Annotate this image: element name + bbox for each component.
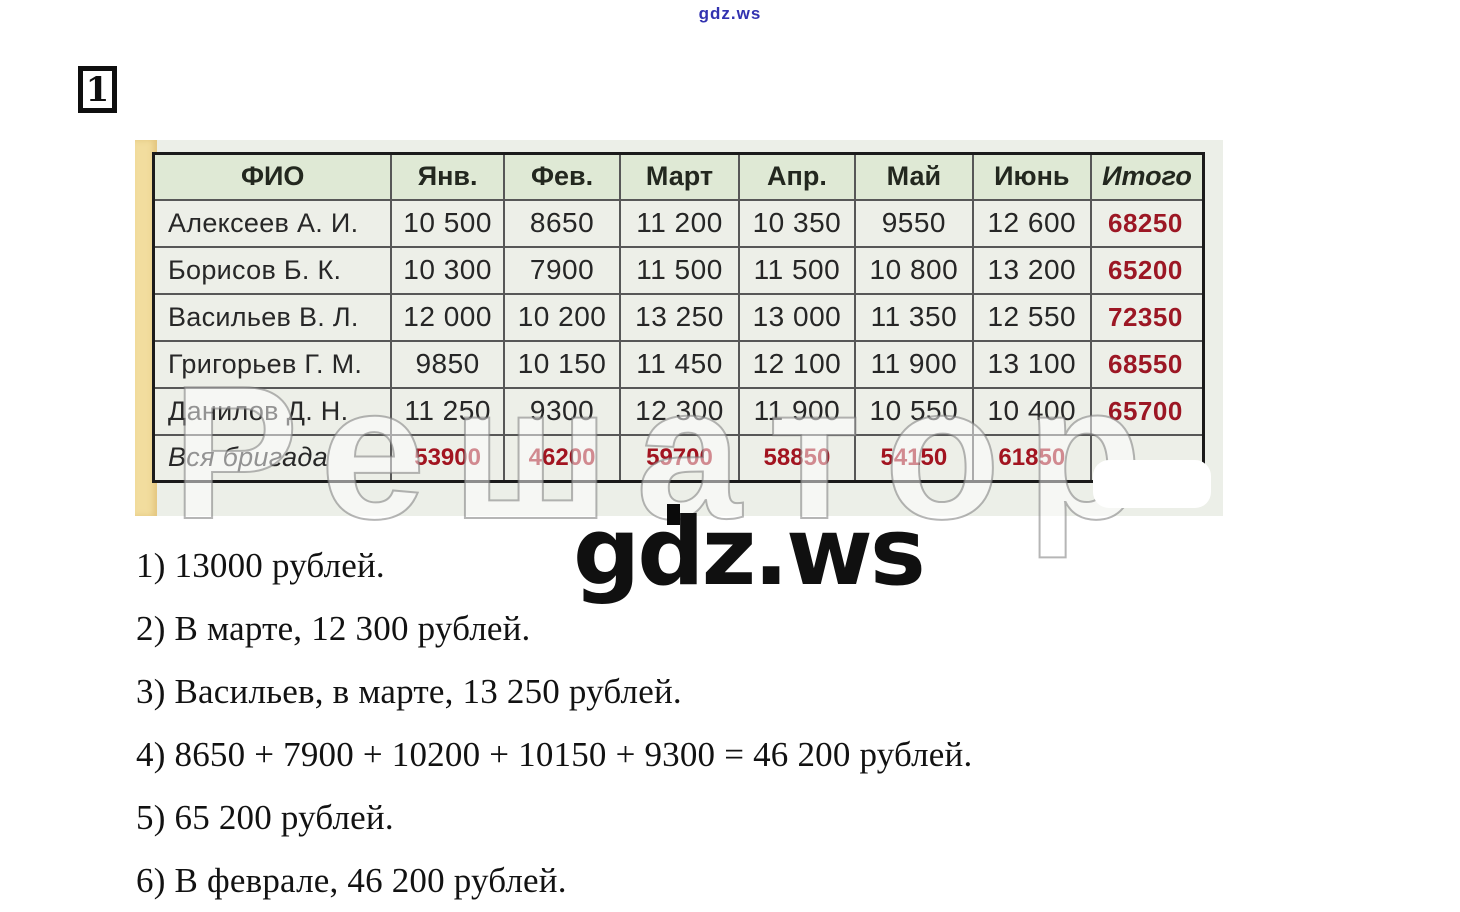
worker-name-cell: Данилов Д. Н. [152,386,393,436]
book-page-edge [135,140,157,516]
table-row: Васильев В. Л. 12 000 10 200 13 250 13 0… [152,292,1205,342]
salary-cell: 13 000 [737,292,857,342]
salary-cell: 10 400 [971,386,1093,436]
brigade-label-cell: Вся бригада [152,433,393,483]
column-header-may: Май [854,152,974,201]
salary-cell: 11 450 [619,339,740,389]
salary-cell: 12 600 [971,198,1093,248]
salary-cell: 12 100 [737,339,857,389]
salary-cell: 10 300 [390,245,505,295]
salary-cell: 11 900 [854,339,974,389]
salary-cell: 9850 [390,339,505,389]
scanned-table-region: ФИО Янв. Фев. Март Апр. Май Июнь Итого А… [135,140,1223,516]
table-row: Алексеев А. И. 10 500 8650 11 200 10 350… [152,198,1205,248]
salary-cell: 11 200 [619,198,740,248]
salary-cell: 10 800 [854,245,974,295]
salary-cell: 8650 [502,198,622,248]
salary-cell: 11 500 [619,245,740,295]
total-cell: 68250 [1090,198,1205,248]
answer-line-5: 5) 65 200 рублей. [136,798,394,837]
worker-name-cell: Васильев В. Л. [152,292,393,342]
total-cell: 65200 [1090,245,1205,295]
salary-cell: 11 250 [390,386,505,436]
reshator-watermark: Решатор [171,347,1169,559]
column-header-jan: Янв. [390,152,505,201]
column-header-mar: Март [619,152,740,201]
brigade-total-cell: 59700 [619,433,740,483]
table-row: Данилов Д. Н. 11 250 9300 12 300 11 900 … [152,386,1205,436]
salary-cell: 10 500 [390,198,505,248]
salary-cell: 13 200 [971,245,1093,295]
erased-cell-patch [1093,460,1211,508]
worker-name-cell: Борисов Б. К. [152,245,393,295]
salary-cell: 12 000 [390,292,505,342]
total-cell: 68550 [1090,339,1205,389]
brigade-total-cell: 61850 [971,433,1093,483]
task-number: 1 [85,69,110,110]
answer-line-4: 4) 8650 + 7900 + 10200 + 10150 + 9300 = … [136,735,973,774]
answer-line-6: 6) В феврале, 46 200 рублей. [136,861,567,900]
table-row: Григорьев Г. М. 9850 10 150 11 450 12 10… [152,339,1205,389]
brigade-total-row: Вся бригада 53900 46200 59700 58850 5415… [152,433,1205,483]
table-header-row: ФИО Янв. Фев. Март Апр. Май Июнь Итого [152,152,1205,201]
salary-cell: 7900 [502,245,622,295]
salary-cell: 10 350 [737,198,857,248]
column-header-apr: Апр. [737,152,857,201]
salary-cell: 10 150 [502,339,622,389]
salary-cell: 13 250 [619,292,740,342]
total-cell: 65700 [1090,386,1205,436]
brigade-total-cell: 54150 [854,433,974,483]
top-site-watermark: gdz.ws [698,4,762,23]
answers-list: 1) 13000 рублей. 2) В марте, 12 300 рубл… [136,534,972,912]
column-header-jun: Июнь [971,152,1093,201]
salary-cell: 13 100 [971,339,1093,389]
scan-artifact [667,504,680,525]
brigade-total-cell: 46200 [502,433,622,483]
answer-line-1: 1) 13000 рублей. [136,546,385,585]
salary-cell: 12 300 [619,386,740,436]
salary-cell: 9300 [502,386,622,436]
task-number-box: 1 [78,66,117,113]
table-row: Борисов Б. К. 10 300 7900 11 500 11 500 … [152,245,1205,295]
salary-cell: 10 200 [502,292,622,342]
brigade-total-cell: 58850 [737,433,857,483]
worker-name-cell: Алексеев А. И. [152,198,393,248]
brigade-total-cell: 53900 [390,433,505,483]
salary-table: ФИО Янв. Фев. Март Апр. Май Июнь Итого А… [152,152,1205,483]
column-header-feb: Фев. [502,152,622,201]
salary-cell: 11 350 [854,292,974,342]
salary-cell: 11 900 [737,386,857,436]
salary-cell: 9550 [854,198,974,248]
worker-name-cell: Григорьев Г. М. [152,339,393,389]
answer-line-3: 3) Васильев, в марте, 13 250 рублей. [136,672,682,711]
gdz-watermark: gdz.ws [573,498,926,607]
column-header-fio: ФИО [152,152,393,201]
total-cell: 72350 [1090,292,1205,342]
salary-cell: 12 550 [971,292,1093,342]
salary-cell: 11 500 [737,245,857,295]
column-header-total: Итого [1090,152,1205,201]
salary-cell: 10 550 [854,386,974,436]
answer-line-2: 2) В марте, 12 300 рублей. [136,609,531,648]
